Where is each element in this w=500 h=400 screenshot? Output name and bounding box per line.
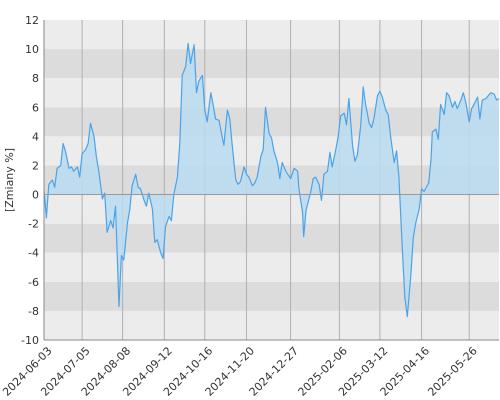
grid-band bbox=[44, 223, 499, 253]
grid-band bbox=[44, 78, 499, 108]
x-tick-labels: 2024-06-032024-07-052024-08-082024-09-12… bbox=[0, 344, 480, 398]
y-tick-label: 6 bbox=[32, 101, 39, 114]
x-tick-label: 2025-05-26 bbox=[425, 344, 479, 398]
y-tick-label: -8 bbox=[28, 305, 39, 318]
y-tick-label: 4 bbox=[32, 130, 39, 143]
y-tick-label: 8 bbox=[32, 72, 39, 85]
grid-band bbox=[44, 252, 499, 282]
y-tick-label: -10 bbox=[21, 334, 39, 347]
y-tick-labels: -10 -8 -6 -4 -2 0 2 4 6 8 10 12 bbox=[21, 14, 39, 347]
y-tick-label: -6 bbox=[28, 276, 39, 289]
series-area bbox=[44, 43, 499, 317]
series-layer bbox=[43, 42, 500, 318]
grid-band bbox=[44, 107, 499, 137]
y-tick-label: 2 bbox=[32, 159, 39, 172]
axes bbox=[43, 20, 499, 341]
grid-band bbox=[44, 49, 499, 79]
y-tick-label: -4 bbox=[28, 247, 39, 260]
grid-band bbox=[44, 20, 499, 50]
y-tick-label: 12 bbox=[25, 14, 39, 27]
y-tick-label: 10 bbox=[25, 43, 39, 56]
series-line bbox=[43, 42, 500, 318]
y-axis-label: [Zmiany %] bbox=[3, 148, 16, 212]
y-tick-label: 0 bbox=[32, 189, 39, 202]
grid-band bbox=[44, 310, 499, 340]
grid-band bbox=[44, 281, 499, 311]
y-tick-label: -2 bbox=[28, 218, 39, 231]
